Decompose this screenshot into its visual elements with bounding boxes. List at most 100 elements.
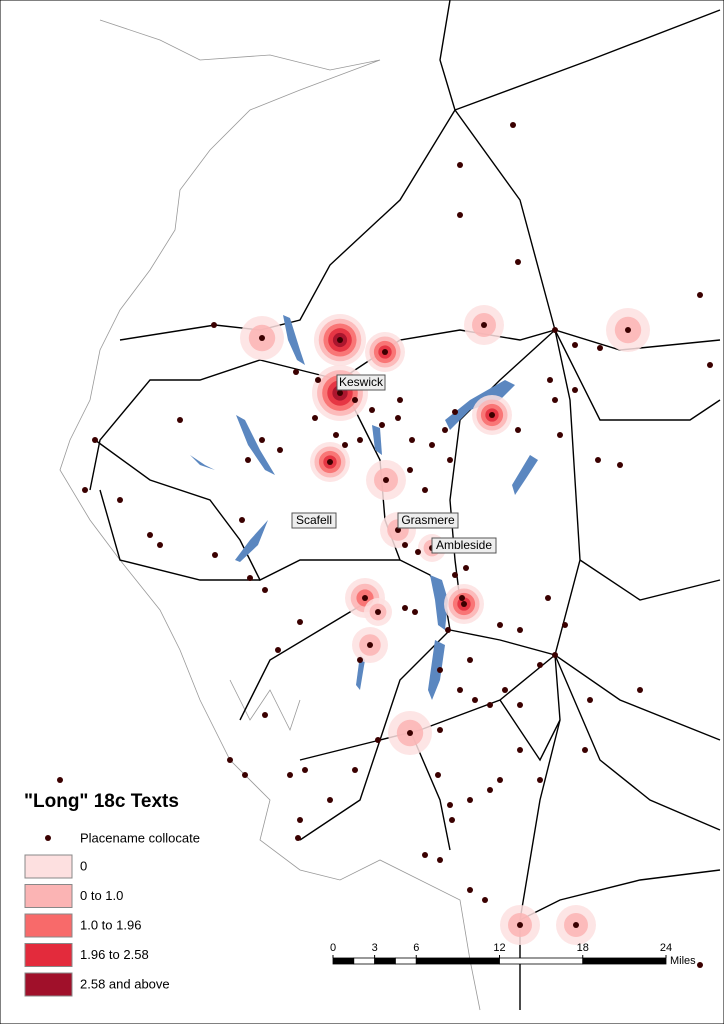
collocate-point	[315, 377, 321, 383]
legend-symbol	[45, 835, 51, 841]
collocate-point	[497, 777, 503, 783]
collocate-point	[297, 817, 303, 823]
collocate-point	[467, 887, 473, 893]
collocate-point	[587, 697, 593, 703]
collocate-point	[449, 817, 455, 823]
collocate-point	[397, 397, 403, 403]
collocate-point	[697, 962, 703, 968]
collocate-point	[227, 757, 233, 763]
collocate-point	[557, 432, 563, 438]
collocate-point	[379, 422, 385, 428]
scale-tick-label: 12	[493, 942, 505, 954]
collocate-point	[573, 922, 579, 928]
collocate-point	[552, 327, 558, 333]
label-box	[336, 374, 386, 391]
scale-segment	[499, 957, 584, 965]
collocate-point	[463, 565, 469, 571]
collocate-point	[352, 767, 358, 773]
collocate-point	[82, 487, 88, 493]
collocate-point	[375, 609, 381, 615]
collocate-point	[239, 517, 245, 523]
legend-swatch	[24, 884, 73, 908]
collocate-point	[402, 605, 408, 611]
collocate-point	[367, 642, 373, 648]
collocate-point	[357, 657, 363, 663]
scale-tick-label: 0	[330, 942, 336, 954]
roads	[89, 0, 721, 1010]
collocate-point	[57, 777, 63, 783]
collocate-point	[333, 432, 339, 438]
collocate-point	[245, 457, 251, 463]
collocate-point	[92, 437, 98, 443]
collocate-point	[467, 657, 473, 663]
collocate-point	[517, 702, 523, 708]
collocate-point	[447, 457, 453, 463]
collocate-point	[259, 335, 265, 341]
scale-segment	[353, 957, 376, 965]
collocate-point	[452, 409, 458, 415]
collocate-point	[442, 427, 448, 433]
collocate-point	[447, 802, 453, 808]
collocate-point	[697, 292, 703, 298]
collocate-point	[293, 369, 299, 375]
place-label: Ambleside	[436, 538, 492, 552]
collocate-point	[537, 777, 543, 783]
collocate-point	[582, 747, 588, 753]
scale-segment	[395, 957, 417, 965]
collocate-point	[429, 442, 435, 448]
collocate-point	[337, 390, 343, 396]
collocate-point	[595, 457, 601, 463]
collocate-point	[382, 349, 388, 355]
collocate-point	[497, 622, 503, 628]
collocate-point	[562, 622, 568, 628]
collocate-point	[262, 712, 268, 718]
collocate-point	[552, 397, 558, 403]
collocate-point	[517, 922, 523, 928]
legend-swatch	[24, 972, 73, 997]
collocate-point	[337, 337, 343, 343]
collocate-point	[457, 687, 463, 693]
collocate-point	[247, 575, 253, 581]
collocate-point	[262, 587, 268, 593]
collocate-point	[287, 772, 293, 778]
scale-tick-label: 6	[413, 942, 419, 954]
collocate-point	[515, 427, 521, 433]
legend-label: Placename collocate	[80, 830, 200, 845]
place-label: Scafell	[296, 513, 332, 527]
scale-segment	[332, 957, 355, 965]
collocate-point	[545, 595, 551, 601]
legend-label: 1.0 to 1.96	[80, 917, 141, 932]
collocate-point	[707, 362, 713, 368]
collocate-point	[437, 857, 443, 863]
collocate-point	[302, 767, 308, 773]
collocate-point	[537, 662, 543, 668]
collocate-point	[422, 852, 428, 858]
collocate-point	[572, 342, 578, 348]
legend-label: 1.96 to 2.58	[80, 947, 149, 962]
collocate-point	[352, 397, 358, 403]
collocate-point	[369, 407, 375, 413]
collocate-point	[327, 797, 333, 803]
collocate-point	[157, 542, 163, 548]
collocate-point	[211, 322, 217, 328]
collocate-point	[510, 122, 516, 128]
collocate-point	[117, 497, 123, 503]
collocate-point	[547, 377, 553, 383]
coastline	[59, 19, 481, 1011]
collocate-point	[242, 772, 248, 778]
collocate-point	[259, 437, 265, 443]
collocate-point	[375, 737, 381, 743]
legend-swatch	[24, 913, 73, 938]
collocate-point	[452, 572, 458, 578]
collocate-point	[572, 387, 578, 393]
legend-label: 0	[80, 858, 87, 873]
place-label: Grasmere	[401, 513, 455, 527]
scale-segment	[415, 957, 500, 965]
collocate-point	[212, 552, 218, 558]
place-labels: Keswick Scafell Grasmere Ambleside	[291, 374, 497, 554]
collocate-point	[362, 595, 368, 601]
collocate-point	[637, 687, 643, 693]
collocate-point	[415, 549, 421, 555]
